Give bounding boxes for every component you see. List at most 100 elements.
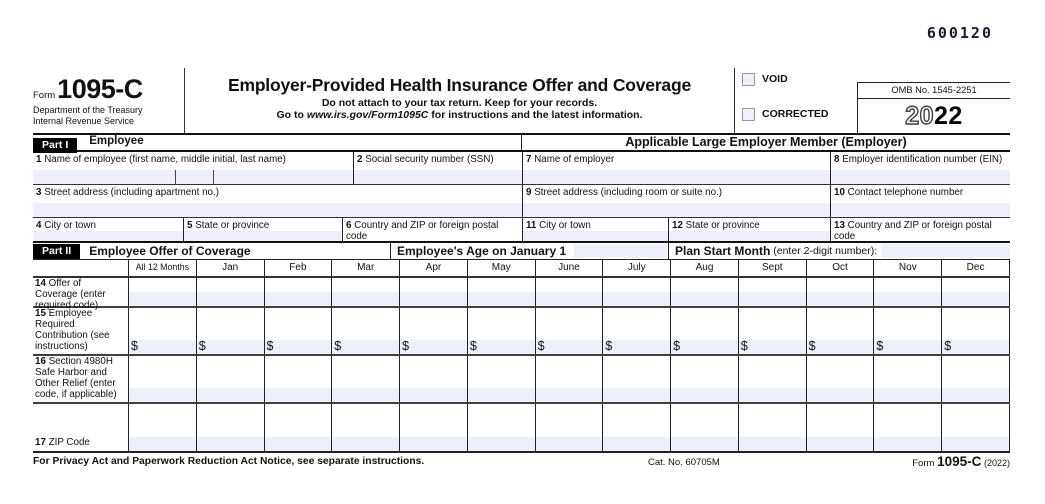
form-body: Form1095-C Department of the Treasury In… xyxy=(33,68,1010,471)
contribution-cell[interactable]: $ xyxy=(737,308,806,354)
zip-code-cell[interactable] xyxy=(534,404,603,451)
safe-harbor-cell[interactable] xyxy=(466,356,535,402)
field-7: 7 Name of employer xyxy=(522,152,830,184)
dept-line-2: Internal Revenue Service xyxy=(33,116,135,127)
safe-harbor-cell[interactable] xyxy=(805,356,874,402)
zip-code-cell[interactable] xyxy=(331,404,400,451)
offer-code-cell[interactable] xyxy=(466,278,535,306)
name-field-separator xyxy=(175,170,176,184)
contribution-cell[interactable]: $ xyxy=(805,308,874,354)
offer-code-cell[interactable] xyxy=(670,278,738,306)
safe-harbor-cell[interactable] xyxy=(737,356,806,402)
corrected-checkbox[interactable] xyxy=(742,107,755,121)
employer-street-input[interactable] xyxy=(523,203,830,217)
zip-code-cell[interactable] xyxy=(941,404,1009,451)
employee-street-input[interactable] xyxy=(33,203,522,217)
field-7-text: Name of employer xyxy=(534,154,615,165)
zip-code-cell[interactable] xyxy=(873,404,942,451)
offer-code-cell[interactable] xyxy=(195,278,264,306)
safe-harbor-cell[interactable] xyxy=(128,356,196,402)
zip-code-cell[interactable] xyxy=(670,404,738,451)
contribution-cell[interactable]: $ xyxy=(602,308,671,354)
offer-code-cell[interactable] xyxy=(737,278,806,306)
plan-start-month-section: Plan Start Month (enter 2-digit number): xyxy=(668,243,1010,259)
contribution-cell[interactable]: $ xyxy=(873,308,942,354)
contribution-cell[interactable]: $ xyxy=(195,308,264,354)
row-15-label: 15 Employee Required Contribution (see i… xyxy=(33,308,128,354)
safe-harbor-cell[interactable] xyxy=(399,356,467,402)
ein-input[interactable] xyxy=(831,170,1010,184)
employee-state-input[interactable] xyxy=(184,231,342,241)
zip-code-cell[interactable] xyxy=(128,404,196,451)
part1-badge: Part I xyxy=(33,138,78,153)
form-title: Employer-Provided Health Insurance Offer… xyxy=(227,75,691,95)
part2-offer-header: Part II Employee Offer of Coverage xyxy=(33,243,390,259)
dept-line-1: Department of the Treasury xyxy=(33,105,143,115)
plan-start-month-input[interactable] xyxy=(881,244,1010,258)
employer-state-input[interactable] xyxy=(669,231,830,241)
corrected-row: CORRECTED xyxy=(742,106,857,122)
zip-code-cell[interactable] xyxy=(195,404,264,451)
contribution-cell[interactable]: $ xyxy=(263,308,332,354)
field-8-text: Employer identification number (EIN) xyxy=(842,154,1003,165)
offer-code-cell[interactable] xyxy=(263,278,332,306)
safe-harbor-cell[interactable] xyxy=(670,356,738,402)
offer-code-cell[interactable] xyxy=(805,278,874,306)
employer-city-input[interactable] xyxy=(523,231,668,241)
safe-harbor-cell[interactable] xyxy=(873,356,942,402)
contribution-cell[interactable]: $ xyxy=(466,308,535,354)
part1-row-2: 3 Street address (including apartment no… xyxy=(33,185,1010,218)
zip-code-cell[interactable] xyxy=(263,404,332,451)
zip-code-cell[interactable] xyxy=(466,404,535,451)
employee-name-input[interactable] xyxy=(33,170,353,184)
contribution-cell[interactable]: $ xyxy=(331,308,400,354)
offer-code-cell[interactable] xyxy=(602,278,671,306)
months-header-row: All 12 Months Jan Feb Mar Apr May June July Aug S… xyxy=(33,260,1010,278)
field-2-number: 2 xyxy=(357,154,363,165)
employer-name-input[interactable] xyxy=(523,170,830,184)
zip-code-cell[interactable] xyxy=(805,404,874,451)
ssn-input[interactable] xyxy=(354,170,522,184)
safe-harbor-cell[interactable] xyxy=(941,356,1009,402)
field-2-text: Social security number (SSN) xyxy=(365,154,494,165)
month-headers: All 12 Months Jan Feb Mar Apr May June July Aug S… xyxy=(128,260,1010,276)
field-4: 4 City or town xyxy=(33,218,183,241)
offer-code-cell[interactable] xyxy=(331,278,400,306)
safe-harbor-cell[interactable] xyxy=(602,356,671,402)
title-block: Employer-Provided Health Insurance Offer… xyxy=(185,68,735,133)
offer-code-cell[interactable] xyxy=(534,278,603,306)
safe-harbor-cell[interactable] xyxy=(534,356,603,402)
employee-age-input[interactable] xyxy=(574,244,667,258)
contact-phone-input[interactable] xyxy=(831,203,1010,217)
part1-employee-header: Part I Employee xyxy=(33,135,522,153)
zip-code-cell[interactable] xyxy=(399,404,467,451)
zip-code-cell[interactable] xyxy=(737,404,806,451)
safe-harbor-cell[interactable] xyxy=(331,356,400,402)
subtitle2-pre: Go to xyxy=(276,109,307,121)
month-header: Feb xyxy=(263,260,332,276)
field-1-label: 1 Name of employee (first name, middle i… xyxy=(33,152,353,170)
row-17-zip-code: 17 ZIP Code xyxy=(33,404,1010,453)
offer-code-cell[interactable] xyxy=(128,278,196,306)
field-10-number: 10 xyxy=(834,187,845,198)
field-9-label: 9 Street address (including room or suit… xyxy=(523,185,830,203)
field-12-label: 12 State or province xyxy=(669,218,830,231)
offer-code-cell[interactable] xyxy=(941,278,1009,306)
contribution-cell[interactable]: $ xyxy=(534,308,603,354)
month-header: May xyxy=(466,260,535,276)
field-7-label: 7 Name of employer xyxy=(523,152,830,170)
contribution-cell[interactable]: $ xyxy=(941,308,1009,354)
offer-code-cell[interactable] xyxy=(399,278,467,306)
employee-city-input[interactable] xyxy=(33,231,183,241)
safe-harbor-cell[interactable] xyxy=(195,356,264,402)
contribution-cell[interactable]: $ xyxy=(399,308,467,354)
void-checkbox[interactable] xyxy=(742,72,755,86)
zip-code-cell[interactable] xyxy=(602,404,671,451)
year-outline-part: 20 xyxy=(904,101,934,130)
field-1-text: Name of employee (first name, middle ini… xyxy=(44,154,286,165)
row-14-cells xyxy=(128,278,1010,306)
contribution-cell[interactable]: $ xyxy=(670,308,738,354)
contribution-cell[interactable]: $ xyxy=(128,308,196,354)
safe-harbor-cell[interactable] xyxy=(263,356,332,402)
offer-code-cell[interactable] xyxy=(873,278,942,306)
